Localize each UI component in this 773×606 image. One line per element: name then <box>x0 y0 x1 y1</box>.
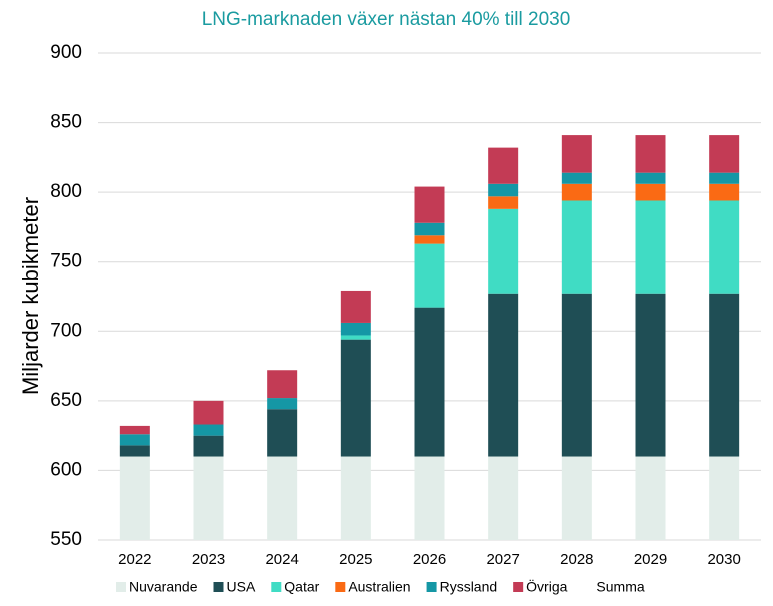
legend-label: Qatar <box>284 579 319 595</box>
bar-segment <box>635 135 666 173</box>
x-tick-label: 2023 <box>192 551 225 568</box>
bar-segment <box>488 196 519 209</box>
bar-segment <box>267 456 298 540</box>
bar-segment <box>561 183 592 201</box>
bar-segment <box>193 400 224 425</box>
legend-label: Övriga <box>526 578 567 595</box>
legend-label: USA <box>227 579 256 595</box>
x-tick-label: 2025 <box>339 551 372 568</box>
bar-segment <box>119 456 150 540</box>
y-tick-label: 550 <box>50 529 82 550</box>
x-tick-label: 2022 <box>118 551 151 568</box>
bar-segment <box>340 335 371 340</box>
y-tick-label: 850 <box>50 112 82 133</box>
bar-segment <box>709 456 740 540</box>
legend-label: Nuvarande <box>129 579 198 595</box>
x-tick-label: 2027 <box>486 551 519 568</box>
bar-segment <box>119 445 150 457</box>
bar-segment <box>488 208 519 294</box>
y-tick-label: 800 <box>50 181 82 202</box>
x-tick-label: 2024 <box>265 551 298 568</box>
bar-segment <box>414 222 445 236</box>
bar-segment <box>340 456 371 540</box>
bar-segment <box>561 200 592 294</box>
legend-label: Australien <box>348 579 410 595</box>
y-tick-label: 600 <box>50 459 82 480</box>
y-tick-label: 750 <box>50 251 82 272</box>
bar-segment <box>488 456 519 540</box>
x-tick-label: 2026 <box>413 551 446 568</box>
legend-swatch <box>426 582 437 592</box>
bar-segment <box>414 307 445 457</box>
bar-segment <box>119 425 150 435</box>
bar-segment <box>267 370 298 399</box>
bar-segment <box>414 235 445 244</box>
legend-swatch <box>271 582 282 592</box>
y-tick-label: 650 <box>50 390 82 411</box>
y-tick-label: 900 <box>50 42 82 63</box>
bar-segment <box>561 456 592 540</box>
bar-segment <box>340 322 371 336</box>
legend-swatch <box>213 582 224 592</box>
legend-label: Ryssland <box>440 579 498 595</box>
bar-segment <box>414 243 445 308</box>
y-axis-label: Miljarder kubikmeter <box>18 197 43 395</box>
bar-segment <box>488 293 519 457</box>
bar-segment <box>709 172 740 184</box>
legend-swatch <box>116 582 126 592</box>
bar-segment <box>709 135 740 173</box>
x-tick-label: 2029 <box>634 551 667 568</box>
bar-segment <box>561 135 592 173</box>
bar-segment <box>340 290 371 323</box>
bar-segment <box>193 456 224 540</box>
legend-swatch <box>335 582 346 592</box>
bar-segment <box>635 183 666 201</box>
bar-segment <box>635 293 666 457</box>
bar-segment <box>635 456 666 540</box>
bar-segment <box>561 172 592 184</box>
x-tick-label: 2028 <box>560 551 593 568</box>
bar-segment <box>635 172 666 184</box>
bar-segment <box>267 398 298 410</box>
bar-segment <box>193 435 224 457</box>
bar-segment <box>561 293 592 457</box>
bar-segment <box>414 456 445 540</box>
bar-segment <box>119 434 150 446</box>
bar-segment <box>709 293 740 457</box>
bar-segment <box>193 424 224 436</box>
bar-segment <box>709 183 740 201</box>
bar-segment <box>414 186 445 223</box>
legend-label: Summa <box>596 579 644 595</box>
chart-title: LNG-marknaden växer nästan 40% till 2030 <box>202 9 571 30</box>
bar-segment <box>340 339 371 457</box>
legend-swatch <box>513 582 524 592</box>
bar-segment <box>709 200 740 294</box>
bar-segment <box>267 409 298 457</box>
bar-segment <box>635 200 666 294</box>
y-tick-label: 700 <box>50 320 82 341</box>
bar-segment <box>488 147 519 184</box>
x-tick-label: 2030 <box>707 551 740 568</box>
bar-segment <box>488 183 519 197</box>
